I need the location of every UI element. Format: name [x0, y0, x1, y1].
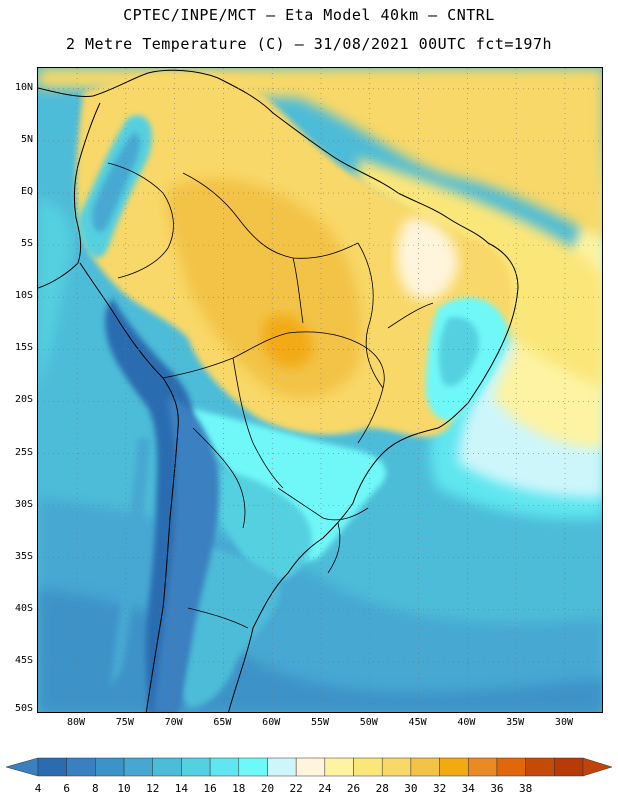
lat-label-5s: 5S	[20, 238, 33, 250]
lat-label-30s: 30S	[14, 498, 33, 510]
map-title-line2: 2 Metre Temperature (C) – 31/08/2021 00U…	[65, 35, 553, 53]
colorbar-label-4: 4	[34, 782, 42, 795]
chile-coast-strip	[110, 438, 150, 688]
lat-label-40s: 40S	[14, 602, 33, 614]
temperature-colorbar	[5, 757, 613, 777]
lat-label-10n: 10N	[14, 81, 33, 93]
colorbar-label-38: 38	[519, 782, 533, 795]
colorbar-swatch-16	[496, 757, 526, 777]
colorbar-label-28: 28	[375, 782, 389, 795]
temperature-field	[38, 68, 602, 712]
colorbar-swatch-15	[468, 757, 498, 777]
colorbar-label-36: 36	[490, 782, 504, 795]
andes-north-core	[92, 132, 140, 232]
colorbar-swatch-10	[324, 757, 354, 777]
colorbar-label-20: 20	[260, 782, 275, 795]
colorbar-swatch-3	[123, 757, 153, 777]
lat-label-eq: EQ	[20, 186, 33, 198]
colorbar-swatch-7	[238, 757, 268, 777]
lat-label-45s: 45S	[14, 654, 33, 666]
colorbar-label-8: 8	[92, 782, 99, 795]
colorbar-label-6: 6	[63, 782, 70, 795]
colorbar-swatch-17	[525, 757, 555, 777]
northeast-pale	[396, 218, 458, 300]
lon-label-65w: 65W	[213, 717, 232, 728]
colorbar-label-12: 12	[146, 782, 160, 795]
lat-label-15s: 15S	[14, 342, 33, 354]
colorbar-label-10: 10	[117, 782, 131, 795]
colorbar-swatch-2	[95, 757, 125, 777]
lon-label-75w: 75W	[115, 717, 134, 728]
ocean-caribbean-warm	[38, 68, 602, 238]
colorbar-swatch-18	[554, 757, 584, 777]
colorbar-label-32: 32	[432, 782, 447, 795]
country-borders	[107, 162, 434, 629]
lat-label-50s: 50S	[14, 703, 33, 714]
colorbar-swatch-11	[353, 757, 383, 777]
colorbar-swatch-14	[439, 757, 469, 777]
southern-cone-cyan	[198, 468, 312, 581]
lon-label-60w: 60W	[262, 717, 281, 728]
ocean-pacific-upwelling	[38, 198, 72, 388]
colorbar-swatch-5	[181, 757, 211, 777]
colorbar-label-26: 26	[346, 782, 361, 795]
colorbar-high-arrow	[582, 757, 613, 777]
colorbar-label-22: 22	[289, 782, 303, 795]
lon-label-55w: 55W	[310, 717, 330, 728]
colorbar-swatch-9	[295, 757, 326, 777]
map-title-line1: CPTEC/INPE/MCT – Eta Model 40km – CNTRL	[123, 6, 495, 24]
colorbar-label-16: 16	[203, 782, 217, 795]
interior-hot-spots	[262, 314, 313, 368]
andes-mid-cool	[153, 398, 220, 712]
colorbar-swatch-13	[410, 757, 440, 777]
colorbar-swatch-6	[209, 757, 240, 777]
colorbar-swatch-4	[152, 757, 182, 777]
coastline	[38, 69, 519, 712]
colorbar-swatch-12	[381, 757, 412, 777]
colorbar-label-34: 34	[461, 782, 475, 795]
colorbar-swatch-0	[37, 757, 67, 777]
interior-hot-core	[167, 178, 362, 399]
lon-label-35w: 35W	[506, 717, 525, 728]
lat-label-10s: 10S	[14, 290, 33, 302]
lat-label-25s: 25S	[14, 446, 33, 458]
colorbar-swatch-8	[267, 757, 297, 777]
southern-cone-cool	[188, 408, 387, 561]
lon-label-40w: 40W	[457, 717, 476, 728]
lon-label-50w: 50W	[359, 717, 378, 728]
east-coast-cyan	[438, 317, 479, 387]
colorbar-label-14: 14	[174, 782, 189, 795]
lon-label-70w: 70W	[164, 717, 183, 728]
lat-label-20s: 20S	[14, 394, 33, 406]
lat-label-35s: 35S	[14, 550, 33, 562]
colorbar-label-30: 30	[404, 782, 418, 795]
colorbar-label-18: 18	[232, 782, 246, 795]
colorbar-swatch-1	[66, 757, 96, 777]
temperature-map	[37, 67, 603, 713]
lon-label-45w: 45W	[408, 717, 427, 728]
colorbar-low-arrow	[5, 757, 39, 777]
lat-label-5n: 5N	[20, 133, 33, 145]
lon-label-80w: 80W	[67, 717, 86, 728]
lon-label-30w: 30W	[554, 717, 573, 728]
colorbar-label-24: 24	[318, 782, 332, 795]
